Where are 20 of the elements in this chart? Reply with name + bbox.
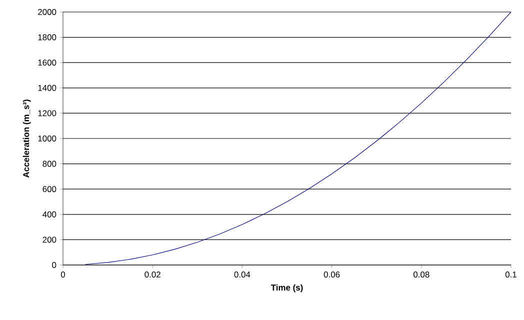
y-tick-label: 200: [42, 236, 56, 243]
y-tick-label: 1200: [38, 110, 56, 116]
x-tick-label: 0.08: [413, 272, 430, 278]
y-axis-title: Acceleration (m_s²): [22, 100, 31, 178]
x-tick-label: 0: [60, 272, 66, 278]
y-tick-label: 1000: [38, 136, 56, 142]
line-series: [85, 12, 512, 265]
x-tick-label: 0.04: [234, 272, 250, 278]
y-tick-label: 600: [42, 186, 56, 192]
x-tick-label: 0.02: [144, 272, 160, 278]
y-tick-label: 800: [42, 160, 56, 167]
y-tick-label: 1400: [38, 84, 56, 91]
x-tick-label: 0.1: [505, 272, 516, 278]
y-tick-label: 1600: [38, 60, 56, 66]
x-axis-title: Time (s): [270, 284, 303, 292]
y-tick-label: 1800: [38, 34, 56, 40]
y-tick-label: 2000: [38, 9, 56, 15]
y-tick-label: 0: [52, 262, 56, 268]
y-tick-label: 400: [42, 211, 56, 218]
x-tick-label: 0.06: [324, 272, 340, 278]
